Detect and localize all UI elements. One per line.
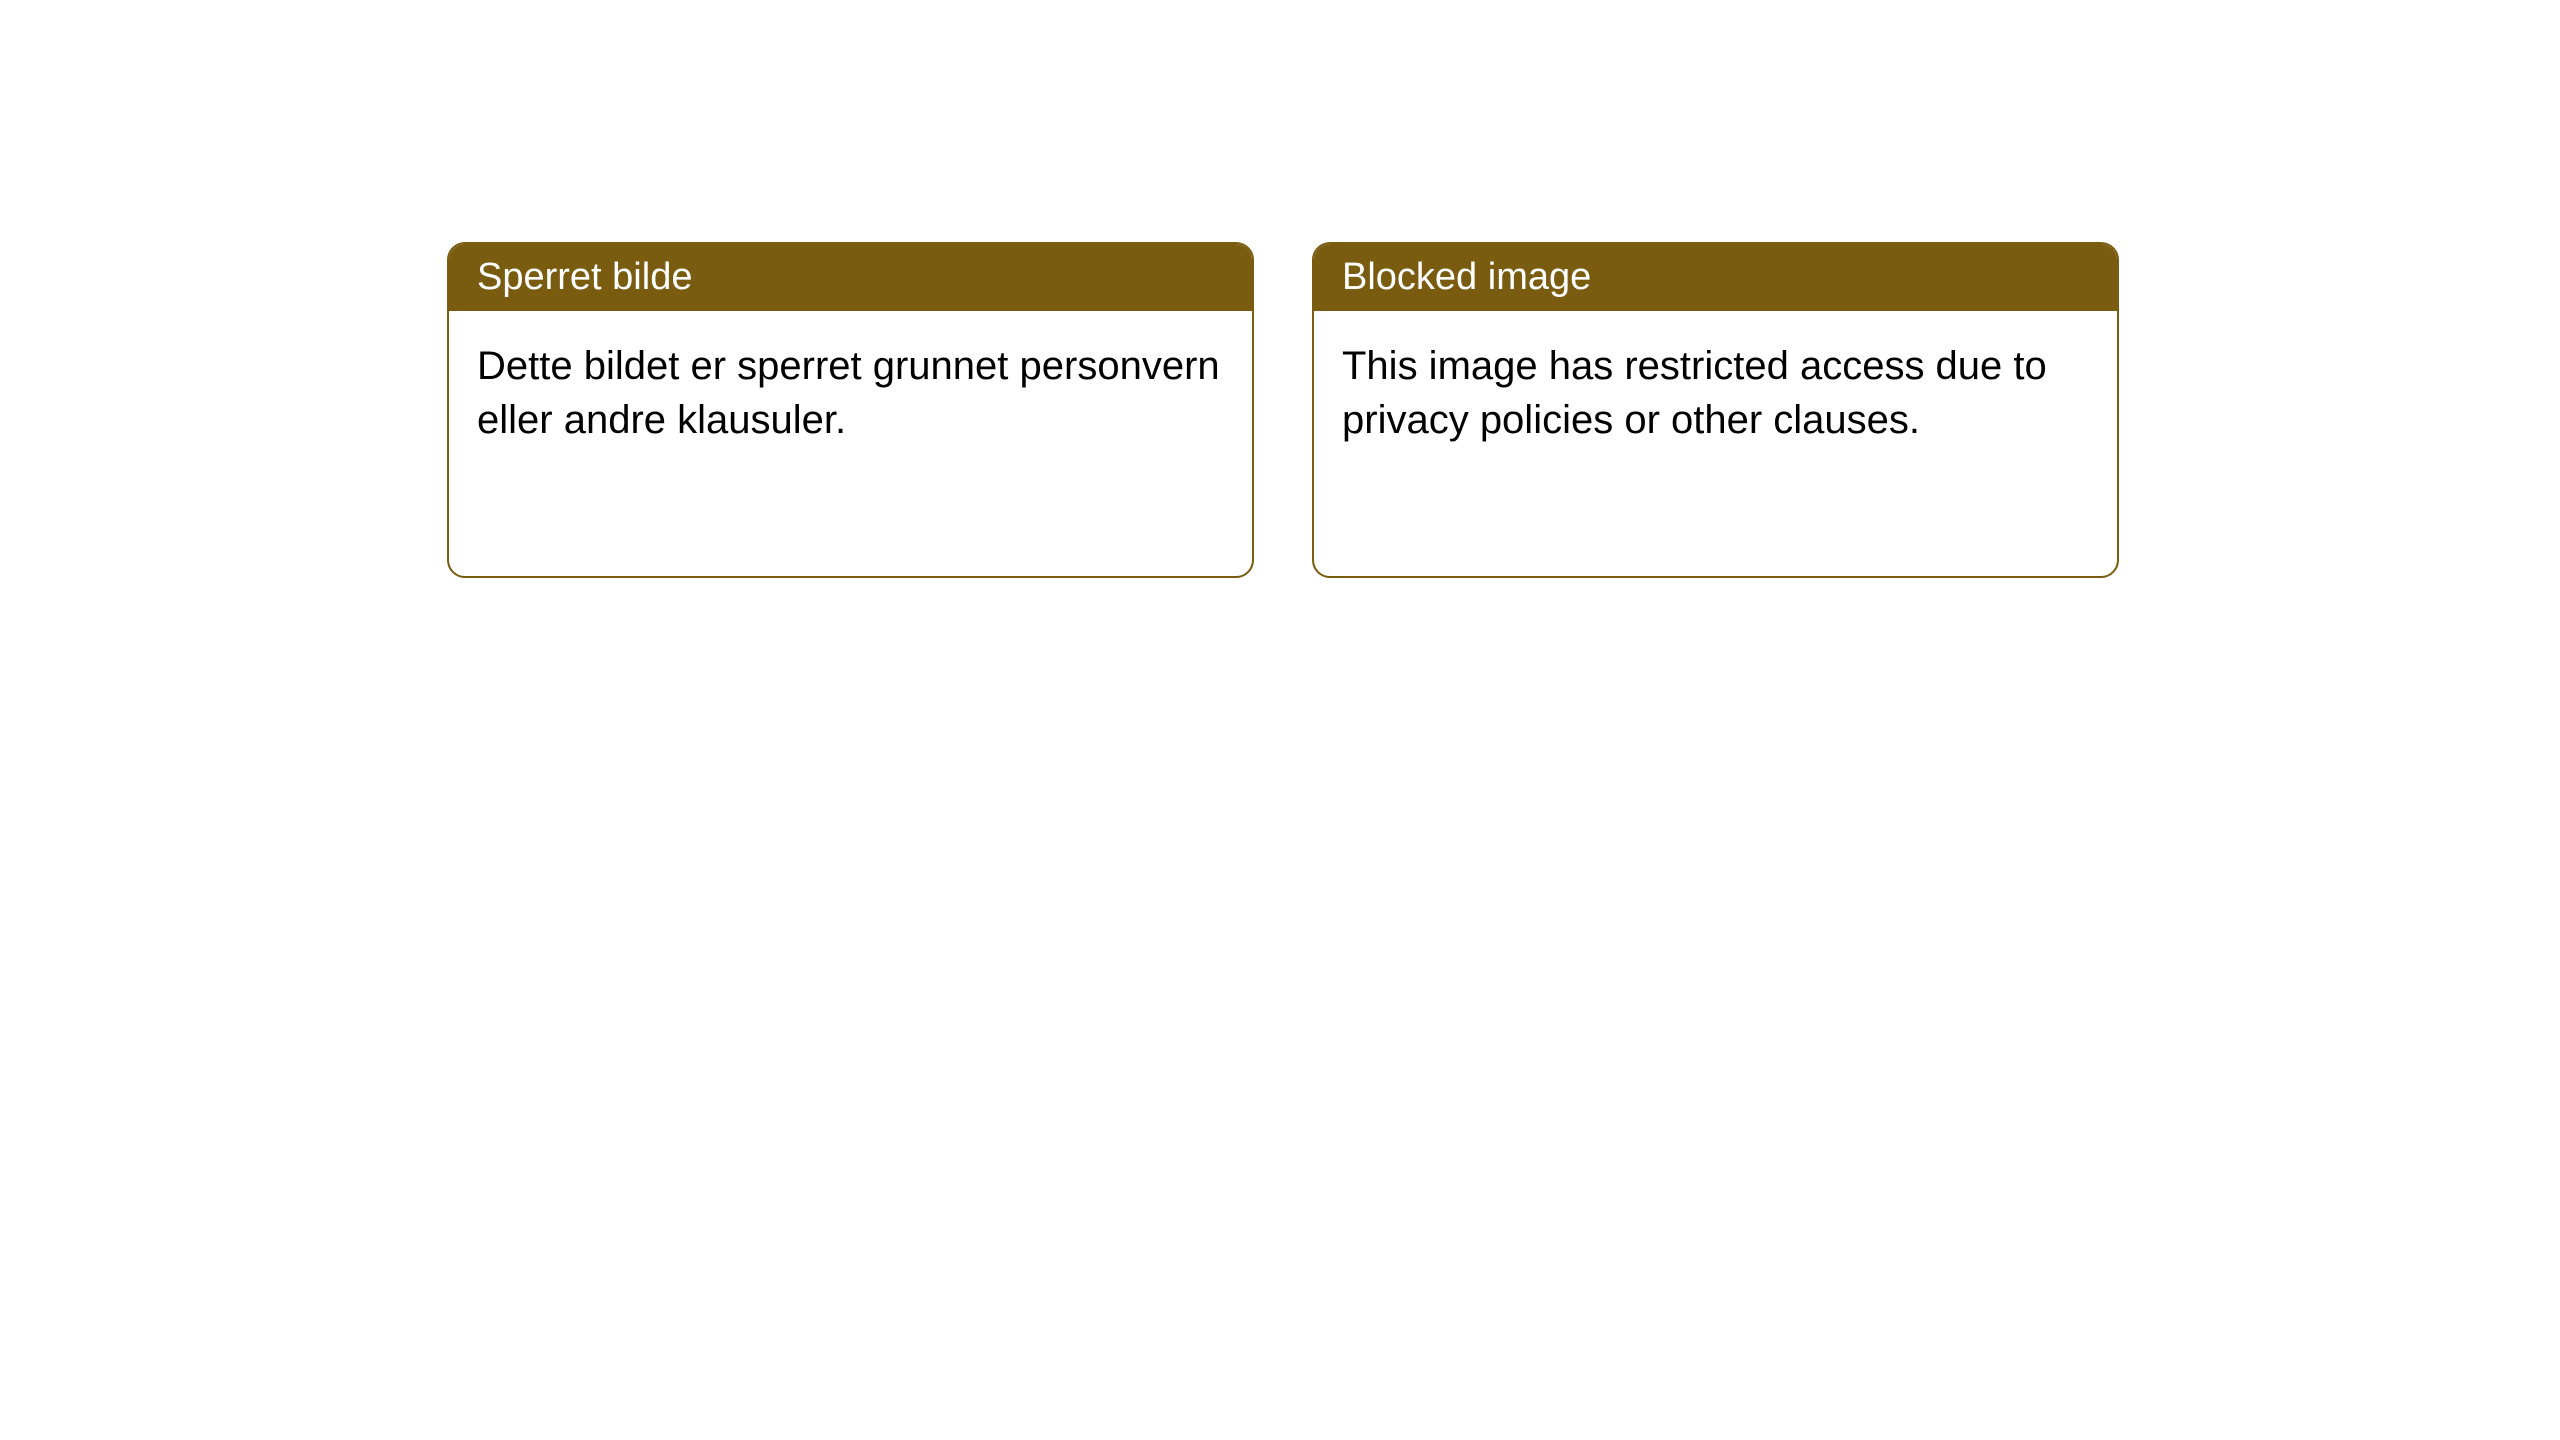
notice-card-text: This image has restricted access due to … [1342,344,2047,442]
notice-card-norwegian: Sperret bilde Dette bildet er sperret gr… [447,242,1254,578]
notice-card-english: Blocked image This image has restricted … [1312,242,2119,578]
notice-card-header: Sperret bilde [449,244,1252,311]
notice-card-header: Blocked image [1314,244,2117,311]
notice-card-title: Sperret bilde [477,256,692,298]
notice-card-body: Dette bildet er sperret grunnet personve… [449,311,1252,475]
notice-cards-container: Sperret bilde Dette bildet er sperret gr… [447,242,2119,578]
notice-card-title: Blocked image [1342,256,1591,298]
notice-card-text: Dette bildet er sperret grunnet personve… [477,344,1220,442]
notice-card-body: This image has restricted access due to … [1314,311,2117,475]
